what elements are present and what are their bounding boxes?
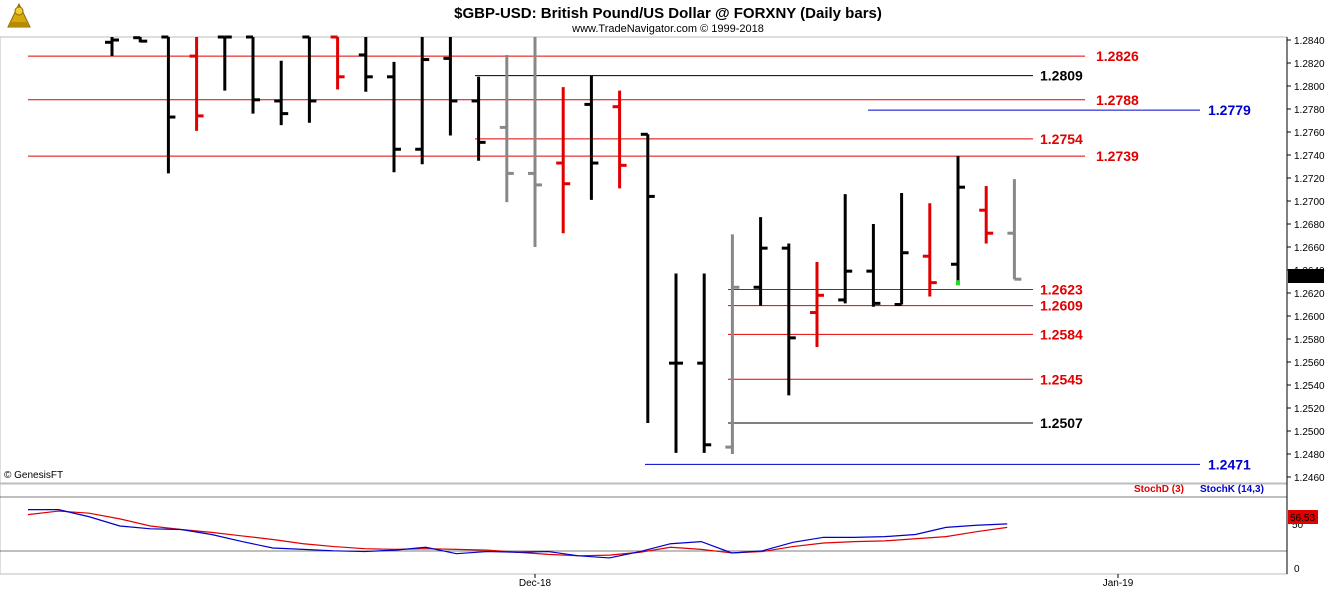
price-tick-label: 1.2820	[1294, 59, 1325, 70]
oscillator-layer	[27, 509, 1008, 559]
ohlc-bar	[105, 37, 119, 57]
ohlc-bar	[753, 217, 768, 306]
legend-stochk: StochK (14,3)	[1200, 484, 1264, 495]
price-tick-label: 1.2580	[1294, 335, 1325, 346]
last-price-tag: 1.2632	[1290, 272, 1321, 283]
price-tick-label: 1.2460	[1294, 473, 1325, 484]
price-tick-label: 1.2620	[1294, 289, 1325, 300]
ohlc-bar	[302, 35, 317, 123]
price-axis: 1.2840 1.2820 1.2800 1.2780 1.2760 1.2740 1.27…	[1287, 36, 1325, 484]
ohlc-bar	[640, 132, 655, 423]
ohlc-bar	[499, 54, 514, 203]
price-tick-label: 1.2780	[1294, 105, 1325, 116]
ohlc-bar	[1007, 179, 1022, 281]
osc-tick-0: 0	[1294, 564, 1300, 575]
price-tick-label: 1.2540	[1294, 381, 1325, 392]
osc-value-tag-bg	[1288, 510, 1318, 524]
level-label: 1.2754	[1040, 131, 1083, 147]
price-tick-label: 1.2500	[1294, 427, 1325, 438]
price-tick-label: 1.2520	[1294, 404, 1325, 415]
ohlc-bar	[894, 192, 909, 306]
ohlc-bar	[471, 76, 486, 161]
osc-tick-50: 50	[1292, 520, 1304, 531]
date-label-dec: Dec-18	[519, 578, 552, 589]
stochk-line	[28, 509, 1008, 559]
price-tick-label: 1.2700	[1294, 197, 1325, 208]
ohlc-bar	[330, 35, 345, 90]
price-tick-label: 1.2600	[1294, 312, 1325, 323]
level-label: 1.2826	[1096, 48, 1139, 64]
price-panel-frame	[0, 36, 1288, 484]
ohlc-bar	[161, 35, 176, 174]
ohlc-bar	[584, 75, 599, 200]
ohlc-bar	[810, 261, 824, 348]
ohlc-bar	[979, 186, 994, 244]
level-label: 1.2507	[1040, 415, 1083, 431]
price-tick-label: 1.2740	[1294, 151, 1325, 162]
ohlc-bar	[387, 61, 401, 173]
ohlc-bar	[669, 273, 683, 453]
ohlc-bar	[697, 273, 712, 453]
level-label: 1.2809	[1040, 68, 1083, 84]
level-label: 1.2471	[1208, 456, 1251, 472]
osc-value-tag: 56.53	[1290, 513, 1315, 524]
ohlc-bar	[133, 36, 148, 43]
logo-icon	[4, 2, 34, 30]
price-tick-label: 1.2840	[1294, 36, 1325, 47]
ohlc-bar	[951, 156, 965, 281]
genesis-watermark: © GenesisFT	[4, 470, 63, 481]
level-label: 1.2545	[1040, 371, 1083, 387]
last-price-tag-bg	[1288, 269, 1324, 283]
date-label-jan: Jan-19	[1103, 578, 1134, 589]
ohlc-bar	[725, 234, 740, 454]
chart-subtitle: www.TradeNavigator.com © 1999-2018	[571, 23, 764, 35]
chart-title: $GBP-USD: British Pound/US Dollar @ FORX…	[454, 5, 882, 22]
legend-stochd: StochD (3)	[1134, 484, 1184, 495]
levels-layer: 1.2826 1.2809 1.2788 1.2779 1.2754 1.2739 1.26…	[28, 48, 1251, 472]
ohlc-bar	[612, 90, 627, 189]
price-tick-label: 1.2680	[1294, 220, 1325, 231]
price-tick-label: 1.2720	[1294, 174, 1325, 185]
ohlc-bar	[922, 203, 937, 297]
ohlc-bar	[781, 243, 796, 396]
price-tick-label: 1.2800	[1294, 82, 1325, 93]
level-label: 1.2623	[1040, 282, 1083, 298]
ohlc-bar	[838, 194, 853, 304]
ohlc-bar	[443, 37, 458, 136]
price-tick-label: 1.2660	[1294, 243, 1325, 254]
price-tick-label: 1.2560	[1294, 358, 1325, 369]
ohlc-bar	[866, 224, 881, 307]
level-label: 1.2584	[1040, 326, 1083, 342]
ohlc-bar	[556, 87, 571, 234]
level-label: 1.2609	[1040, 298, 1083, 314]
oscillator-panel-frame	[0, 483, 1288, 575]
level-label: 1.2788	[1096, 92, 1139, 108]
level-label: 1.2779	[1208, 102, 1251, 118]
stochd-line	[27, 510, 1008, 557]
bars-layer	[105, 35, 1022, 454]
ohlc-bar	[358, 37, 373, 92]
ohlc-bar	[274, 60, 289, 126]
price-tick-label: 1.2760	[1294, 128, 1325, 139]
signal-marker	[956, 280, 960, 286]
ohlc-bar	[415, 37, 430, 165]
ohlc-bar	[217, 35, 232, 91]
ohlc-bar	[189, 37, 204, 131]
price-tick-label: 1.2480	[1294, 450, 1325, 461]
level-label: 1.2739	[1096, 148, 1139, 164]
ohlc-bar	[528, 37, 542, 247]
ohlc-bar	[246, 35, 260, 114]
